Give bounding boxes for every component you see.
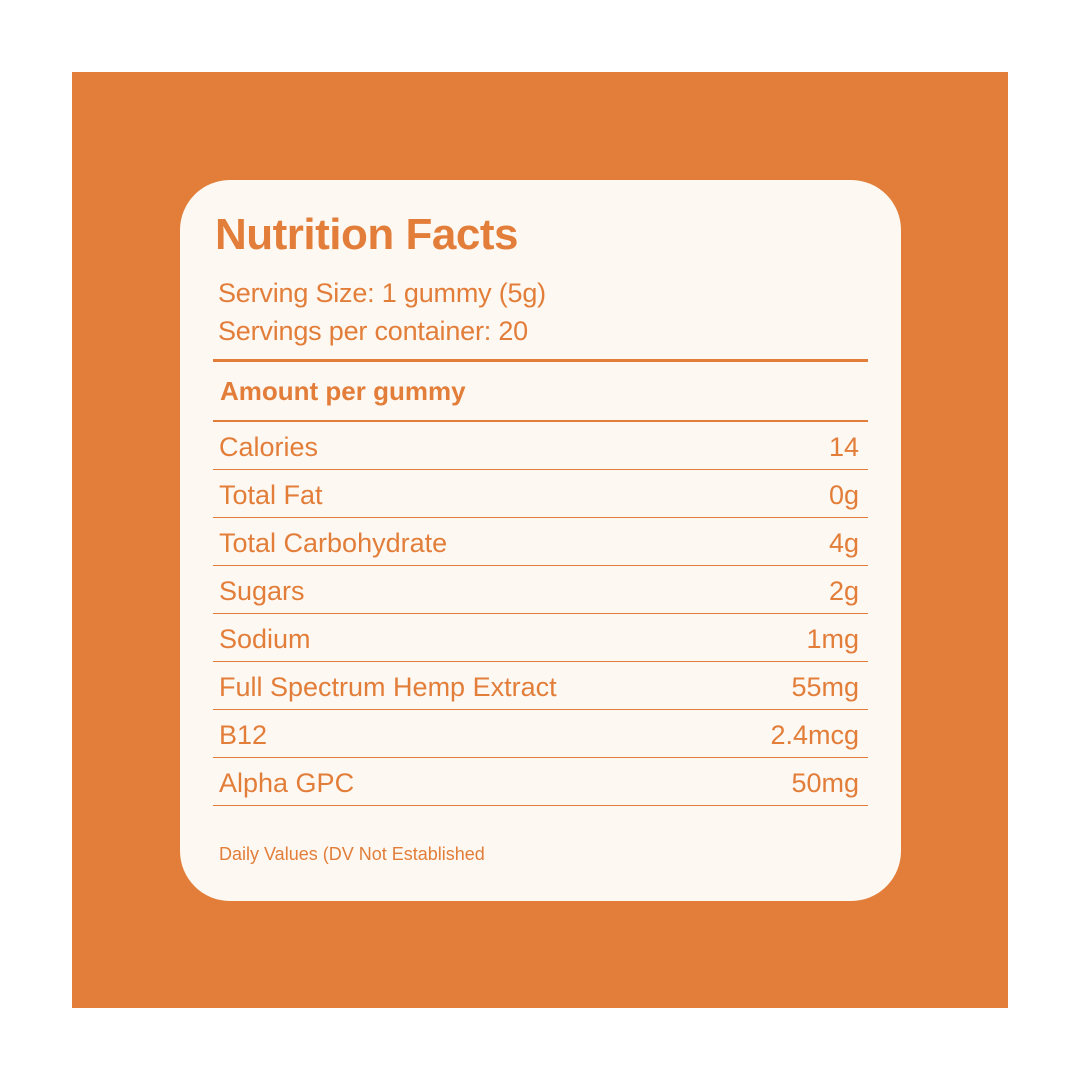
nutrition-facts-card: Nutrition Facts Serving Size: 1 gummy (5… <box>180 180 901 901</box>
nutrition-facts-title: Nutrition Facts <box>215 210 518 259</box>
serving-size: Serving Size: 1 gummy (5g) <box>218 278 546 308</box>
nutrient-row-sugars: Sugars 2g <box>213 566 868 614</box>
nutrient-value: 0g <box>828 480 859 510</box>
divider-thick <box>213 359 868 362</box>
nutrient-value: 14 <box>828 432 859 462</box>
nutrient-value: 2g <box>828 576 859 606</box>
nutrient-label: Sugars <box>219 576 305 606</box>
nutrient-value: 50mg <box>791 768 859 798</box>
amount-per-gummy-header: Amount per gummy <box>220 376 466 406</box>
nutrient-row-sodium: Sodium 1mg <box>213 614 868 662</box>
nutrient-row-total-fat: Total Fat 0g <box>213 470 868 518</box>
nutrient-label: Full Spectrum Hemp Extract <box>219 672 557 702</box>
nutrient-label: Total Carbohydrate <box>219 528 448 558</box>
nutrient-value: 1mg <box>806 624 859 654</box>
nutrient-value: 4g <box>828 528 859 558</box>
nutrient-label: Calories <box>219 432 319 462</box>
servings-per-container: Servings per container: 20 <box>218 316 528 346</box>
nutrient-label: Sodium <box>219 624 311 654</box>
divider <box>213 420 868 422</box>
nutrient-value: 55mg <box>791 672 859 702</box>
nutrient-row-alpha-gpc: Alpha GPC 50mg <box>213 758 868 806</box>
nutrient-row-calories: Calories 14 <box>213 422 868 470</box>
nutrient-label: Alpha GPC <box>219 768 355 798</box>
nutrient-row-hemp-extract: Full Spectrum Hemp Extract 55mg <box>213 662 868 710</box>
nutrient-row-total-carbohydrate: Total Carbohydrate 4g <box>213 518 868 566</box>
nutrient-value: 2.4mcg <box>770 720 859 750</box>
nutrient-label: B12 <box>219 720 268 750</box>
nutrient-table: Calories 14 Total Fat 0g Total Carbohydr… <box>213 422 868 806</box>
nutrient-row-b12: B12 2.4mcg <box>213 710 868 758</box>
daily-values-footnote: Daily Values (DV Not Established <box>219 844 485 864</box>
nutrient-label: Total Fat <box>219 480 323 510</box>
